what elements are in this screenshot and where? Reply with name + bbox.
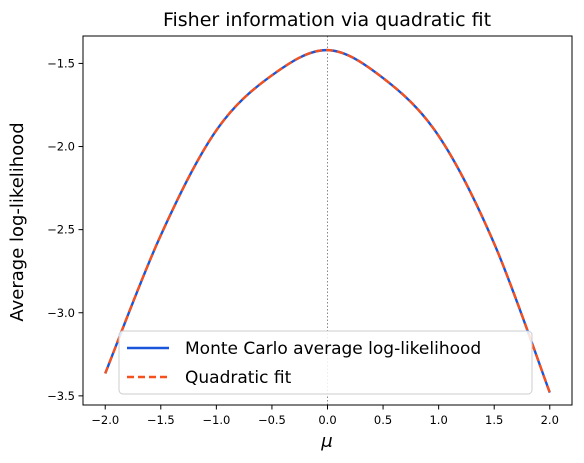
- x-axis-label: μ: [320, 431, 332, 452]
- x-tick-label: 1.0: [429, 413, 447, 427]
- x-tick-label: −2.0: [91, 413, 119, 427]
- x-tick-label: 0.0: [318, 413, 336, 427]
- x-tick-label: −0.5: [258, 413, 286, 427]
- y-tick-label: −2.5: [47, 223, 75, 237]
- x-tick-label: 2.0: [541, 413, 559, 427]
- x-tick-label: 0.5: [374, 413, 392, 427]
- series-layer: [104, 48, 551, 393]
- x-tick-label: 1.5: [485, 413, 503, 427]
- legend-label-quadratic-fit: Quadratic fit: [185, 368, 292, 388]
- x-axis: −2.0 −1.5 −1.0 −0.5 0.0 0.5 1.0 1.5 2.0: [91, 405, 559, 427]
- y-tick-label: −1.5: [47, 56, 75, 70]
- x-tick-label: −1.0: [202, 413, 230, 427]
- y-axis: −1.5 −2.0 −2.5 −3.0 −3.5: [47, 56, 83, 403]
- x-tick-label: −1.5: [147, 413, 175, 427]
- legend: Monte Carlo average log-likelihood Quadr…: [118, 330, 533, 395]
- y-tick-label: −3.0: [47, 306, 75, 320]
- legend-label-monte-carlo: Monte Carlo average log-likelihood: [185, 339, 481, 359]
- chart-title: Fisher information via quadratic fit: [163, 9, 491, 31]
- y-tick-label: −2.0: [47, 140, 75, 154]
- series-line-quadratic-fit: [104, 48, 551, 393]
- legend-box: [118, 330, 533, 395]
- y-tick-label: −3.5: [47, 389, 75, 403]
- y-axis-label: Average log-likelihood: [7, 122, 28, 321]
